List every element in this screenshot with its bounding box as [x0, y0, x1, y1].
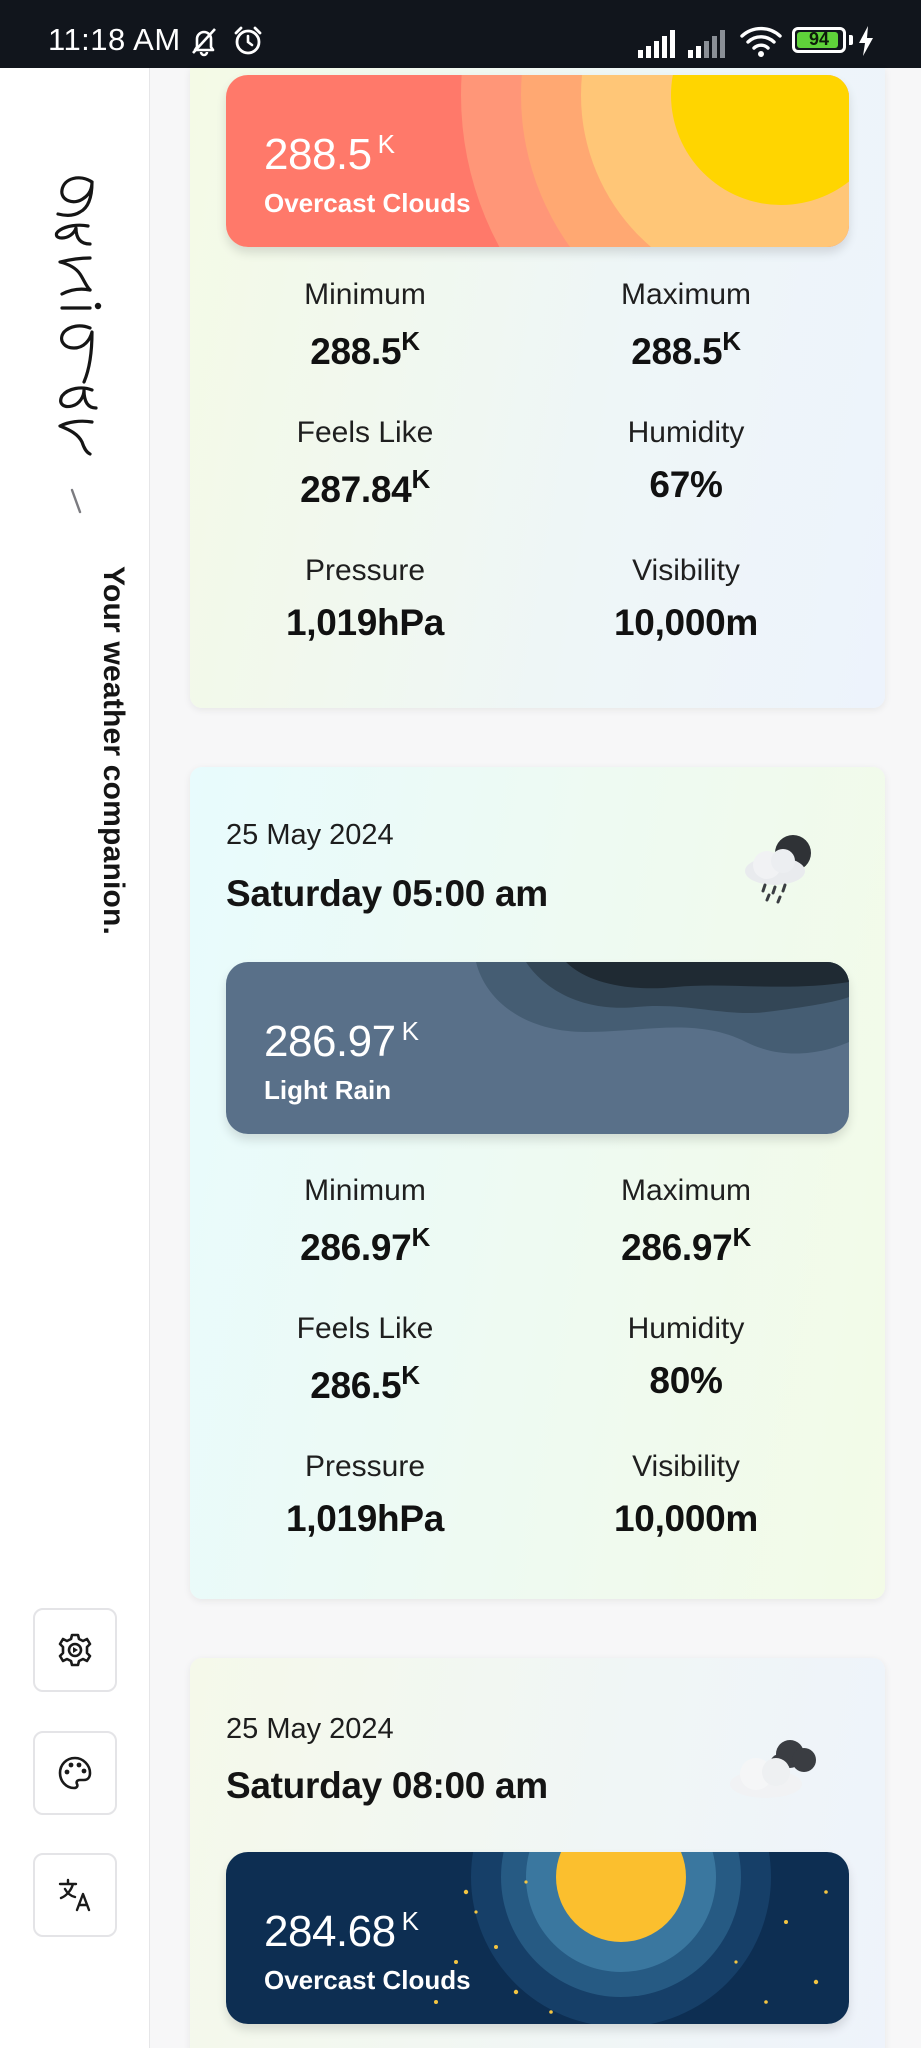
- status-time: 11:18 AM: [48, 22, 181, 57]
- stat-minimum: Minimum 286.97K: [300, 1174, 430, 1268]
- sunny-banner-art: [226, 75, 849, 247]
- night-banner-art: [226, 1852, 849, 2024]
- alarm-icon: [234, 26, 262, 55]
- wifi-icon: [740, 26, 782, 57]
- cloudy-icon: [730, 1740, 816, 1798]
- theme-button[interactable]: [33, 1731, 117, 1815]
- bell-off-icon: [192, 28, 216, 57]
- stat-humidity: Humidity 67%: [627, 416, 745, 505]
- palette-icon: [58, 1756, 92, 1790]
- battery-icon: 94: [792, 27, 846, 53]
- stat-pressure: Pressure 1,019hPa: [285, 554, 445, 643]
- forecast-card: 25 May 2024 Saturday 05:00 am 286.97 K Li…: [190, 767, 885, 1599]
- tagline: Your weather companion.: [97, 566, 130, 936]
- status-bar: 11:18 AM 94: [0, 0, 921, 68]
- gear-icon: [58, 1633, 92, 1667]
- stat-maximum: Maximum 288.5K: [620, 278, 751, 372]
- stat-visibility: Visibility 10,000m: [614, 554, 758, 643]
- charging-icon: [859, 26, 873, 56]
- current-temperature: 286.97 K: [264, 1016, 419, 1066]
- rain-banner-art: [226, 962, 849, 1134]
- weather-description: Light Rain: [264, 1075, 392, 1105]
- weather-banner: 288.5 K Overcast Clouds: [226, 75, 849, 247]
- amihan-script-logo: [54, 176, 102, 456]
- weather-description: Overcast Clouds: [264, 1965, 471, 1995]
- stat-feels-like: Feels Like 287.84K: [296, 416, 434, 510]
- signal-icon: [688, 30, 725, 58]
- battery-level: 94: [808, 29, 830, 49]
- forecast-date: 25 May 2024: [226, 1713, 394, 1745]
- weather-banner: 286.97 K Light Rain: [226, 962, 849, 1134]
- separator-slash: [70, 488, 82, 514]
- stat-humidity: Humidity 80%: [627, 1312, 745, 1401]
- stat-maximum: Maximum 286.97K: [620, 1174, 751, 1268]
- forecast-day-time: Saturday 05:00 am: [226, 873, 548, 914]
- rain-cloud-icon: [745, 835, 811, 904]
- signal-icon: [638, 30, 675, 58]
- weather-banner: 284.68 K Overcast Clouds: [226, 1852, 849, 2024]
- translate-icon: [58, 1878, 91, 1912]
- stat-minimum: Minimum 288.5K: [304, 278, 426, 372]
- settings-button[interactable]: [33, 1608, 117, 1692]
- language-button[interactable]: [33, 1853, 117, 1937]
- current-temperature: 288.5 K: [264, 129, 395, 179]
- sidebar: Your weather companion.: [0, 68, 150, 2048]
- forecast-card: 25 May 2024 Saturday 08:00 am 284.68 K Ov…: [190, 1658, 885, 2048]
- current-temperature: 284.68 K: [264, 1906, 419, 1956]
- forecast-date: 25 May 2024: [226, 819, 394, 851]
- weather-description: Overcast Clouds: [264, 188, 471, 218]
- stat-pressure: Pressure 1,019hPa: [285, 1450, 445, 1539]
- forecast-day-time: Saturday 08:00 am: [226, 1765, 548, 1806]
- stat-feels-like: Feels Like 286.5K: [296, 1312, 434, 1406]
- forecast-card: 288.5 K Overcast Clouds Minimum 288.5K Ma…: [190, 68, 885, 708]
- stat-visibility: Visibility 10,000m: [614, 1450, 758, 1539]
